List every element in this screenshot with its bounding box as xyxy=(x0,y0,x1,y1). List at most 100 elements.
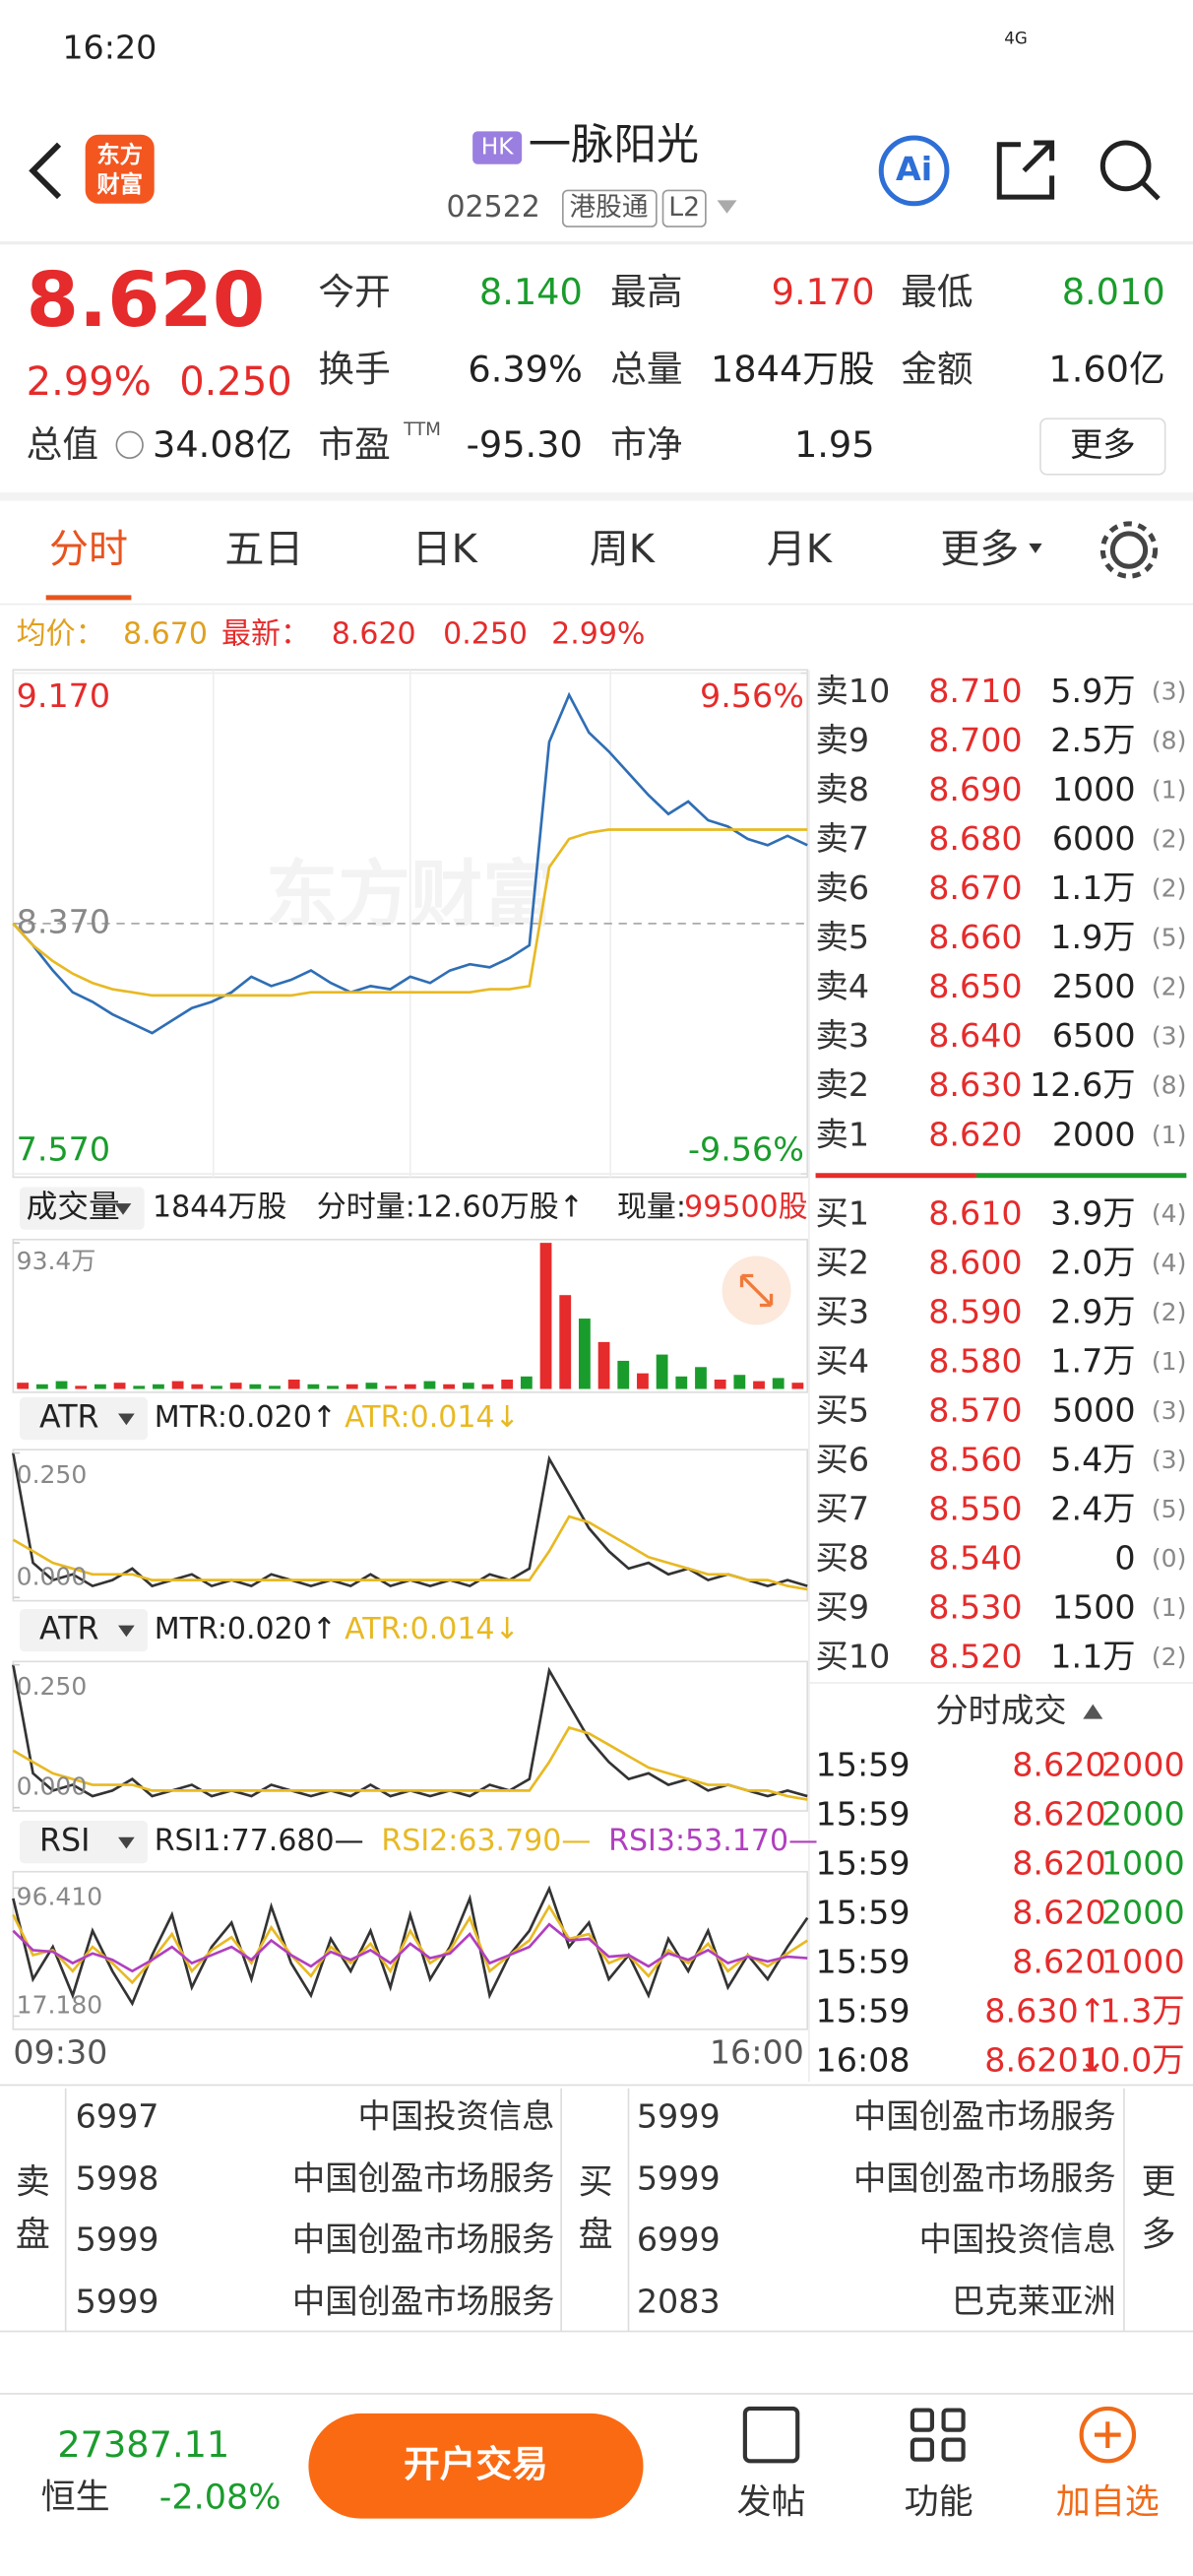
book-volume: 2000 xyxy=(1052,1115,1136,1153)
indicator-selector[interactable] xyxy=(20,1396,149,1441)
volume-bar xyxy=(772,1378,785,1389)
indicator-selector[interactable] xyxy=(20,1187,145,1230)
indicator-name[interactable]: ATR xyxy=(39,1612,99,1647)
more-button[interactable] xyxy=(1039,418,1166,476)
volume-bar xyxy=(578,1319,591,1389)
tab[interactable]: 更多 xyxy=(940,527,1019,572)
y-tick-label: 0.250 xyxy=(17,1672,88,1701)
logo-text: 东方 xyxy=(96,141,143,168)
indicator-name[interactable]: RSI xyxy=(39,1824,90,1859)
volume-bar xyxy=(791,1383,804,1389)
tab[interactable]: 周K xyxy=(590,527,657,572)
volume-bar xyxy=(249,1384,262,1389)
trade-time: 15:59 xyxy=(816,1746,910,1784)
info-icon[interactable] xyxy=(115,430,144,460)
tab[interactable]: 五日 xyxy=(224,527,303,572)
more-label[interactable]: 多 xyxy=(1141,2216,1175,2255)
avg-label: 均价： xyxy=(17,617,105,652)
function-icon xyxy=(941,2408,966,2432)
dropdown-arrow xyxy=(1029,543,1042,553)
add-watchlist-icon[interactable] xyxy=(1079,2406,1137,2464)
tab[interactable]: 月K xyxy=(767,527,834,572)
field-value: 9.170 xyxy=(772,271,875,313)
book-price: 8.630 xyxy=(928,1065,1022,1104)
action-label[interactable]: 功能 xyxy=(905,2483,973,2523)
legend-entry: MTR:0.020↑ xyxy=(155,1400,337,1435)
sort-arrow[interactable] xyxy=(1083,1704,1103,1719)
y-tick-label: 9.170 xyxy=(17,676,110,715)
trade-button-label[interactable]: 开户交易 xyxy=(404,2443,548,2485)
field-label: 总值 xyxy=(27,423,98,466)
y-tick-label: 0.000 xyxy=(17,1562,88,1590)
share-button[interactable] xyxy=(996,140,1055,200)
plus xyxy=(1094,2421,1121,2448)
dropdown-arrow[interactable] xyxy=(717,200,737,214)
side-label: 卖 xyxy=(16,2163,50,2203)
settings-button[interactable] xyxy=(1109,531,1149,569)
book-count: (2) xyxy=(1152,1298,1186,1326)
indicator-name[interactable]: 成交量 xyxy=(27,1190,120,1225)
book-count: (1) xyxy=(1152,1121,1186,1149)
volume-bar xyxy=(75,1385,88,1389)
more-label[interactable]: 更多 xyxy=(1070,425,1136,464)
trades-title[interactable]: 分时成交 xyxy=(935,1691,1066,1729)
action-label[interactable]: 加自选 xyxy=(1056,2483,1160,2523)
trade-time: 15:59 xyxy=(816,1894,910,1932)
function-icon[interactable] xyxy=(910,2408,935,2432)
back-button[interactable] xyxy=(29,142,62,200)
divider xyxy=(0,492,1193,501)
volume-bar xyxy=(385,1385,398,1389)
x-tick-label: 09:30 xyxy=(13,2032,107,2071)
side-label: 盘 xyxy=(16,2216,50,2255)
tag-box xyxy=(661,189,707,227)
tab[interactable]: 日K xyxy=(412,527,479,572)
broker-name: 巴克莱亚洲 xyxy=(952,2283,1116,2321)
y-tick-label: 0.000 xyxy=(17,1772,88,1801)
book-volume: 5.4万 xyxy=(1050,1440,1135,1478)
search-button[interactable] xyxy=(1099,140,1152,192)
book-label: 买2 xyxy=(816,1243,870,1281)
legend-entry: ATR:0.014↓ xyxy=(345,1612,520,1646)
indicator-selector[interactable] xyxy=(20,1608,149,1652)
latest-value: 8.620 xyxy=(332,617,416,652)
post-icon[interactable] xyxy=(742,2406,800,2464)
broker-code: 5998 xyxy=(76,2159,159,2198)
tab[interactable]: 分时 xyxy=(49,527,128,572)
legend-entry: ATR:0.014↓ xyxy=(345,1400,520,1435)
broker-name: 中国创盈市场服务 xyxy=(292,2220,555,2258)
indicator-name[interactable]: ATR xyxy=(39,1400,99,1436)
trade-button[interactable] xyxy=(308,2413,644,2519)
legend-entry: RSI1:77.680— xyxy=(155,1824,364,1858)
book-volume: 6000 xyxy=(1052,819,1136,858)
book-volume: 1.9万 xyxy=(1050,918,1135,956)
volume-bar xyxy=(404,1384,416,1389)
volume-total: 1844万股 xyxy=(153,1191,286,1225)
trade-volume: 1000 xyxy=(1101,1943,1185,1981)
more-label[interactable]: 更 xyxy=(1141,2163,1175,2203)
index-value: 27387.11 xyxy=(57,2423,229,2466)
volume-bar xyxy=(559,1295,572,1389)
book-price: 8.580 xyxy=(928,1341,1022,1380)
action-label[interactable]: 发帖 xyxy=(737,2483,806,2523)
current-label: 现量: xyxy=(617,1191,686,1225)
book-label: 买4 xyxy=(816,1341,870,1380)
field-value: 8.140 xyxy=(479,271,583,313)
field-label: 市净 xyxy=(610,423,682,466)
y-tick-label: 93.4万 xyxy=(17,1247,96,1275)
search-handle xyxy=(1140,180,1161,201)
ai-label[interactable]: Ai xyxy=(896,150,932,188)
legend-entry: MTR:0.020↑ xyxy=(155,1612,337,1646)
book-label: 买10 xyxy=(816,1637,891,1675)
volume-bar xyxy=(17,1383,30,1389)
book-count: (1) xyxy=(1152,1347,1186,1376)
book-price: 8.710 xyxy=(928,672,1022,710)
indicator-selector[interactable] xyxy=(20,1821,149,1864)
book-count: (4) xyxy=(1152,1249,1186,1277)
book-label: 卖5 xyxy=(816,918,870,956)
latest-percent: 2.99% xyxy=(551,617,645,652)
ai-button[interactable] xyxy=(878,135,950,207)
book-label: 卖2 xyxy=(816,1065,870,1104)
broker-code: 2083 xyxy=(637,2283,721,2321)
book-volume: 2.0万 xyxy=(1050,1243,1135,1281)
